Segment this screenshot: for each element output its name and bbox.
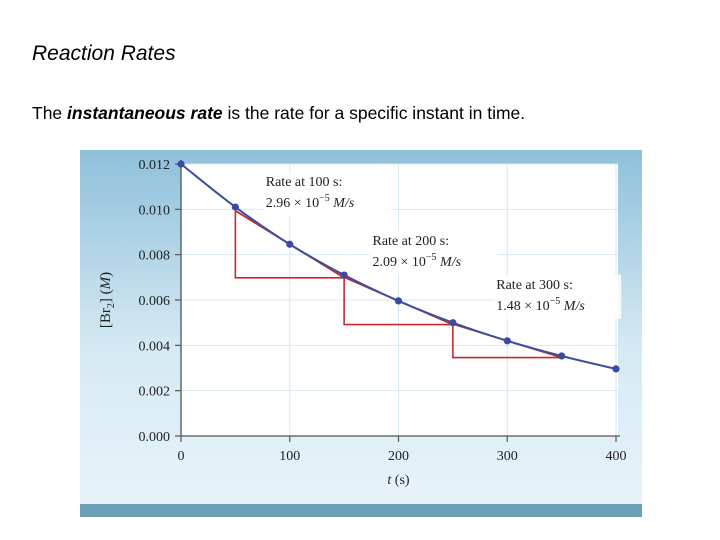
data-point: [231, 203, 239, 211]
data-point: [286, 240, 294, 248]
x-tick-label: 0: [178, 449, 185, 464]
x-axis-label: t (s): [387, 473, 410, 488]
annotation-bg: [262, 172, 391, 217]
figure-bottom-band: [80, 504, 642, 517]
annotation-rate-value: 2.09 × 10−5 M/s: [373, 252, 462, 270]
concentration-chart: 0.000 0.002 0.004 0.006 0.008 0.010 0.012 0 100 2…: [80, 150, 642, 517]
y-tick-label: 0.006: [139, 294, 171, 309]
data-point: [558, 352, 566, 360]
data-point: [503, 337, 511, 345]
y-tick-label: 0.010: [139, 203, 171, 218]
annotation-rate-value: 1.48 × 10−5 M/s: [496, 296, 585, 314]
y-tick-label: 0.008: [139, 249, 171, 264]
slide-subtitle: The instantaneous rate is the rate for a…: [32, 103, 525, 124]
subtitle-suffix: is the rate for a specific instant in ti…: [222, 103, 526, 123]
data-point: [340, 271, 348, 279]
rate-triangle-100: [234, 210, 345, 279]
annotation-bg: [369, 230, 498, 275]
data-point: [612, 365, 620, 373]
annotation-rate-value: 2.96 × 10−5 M/s: [266, 193, 355, 211]
y-tick-label: 0.000: [139, 430, 171, 445]
data-point: [177, 160, 185, 168]
x-tick-label: 100: [279, 449, 300, 464]
rate-triangle-200: [343, 277, 453, 326]
subtitle-prefix: The: [32, 103, 68, 123]
y-tick-label: 0.004: [139, 339, 171, 354]
data-point: [394, 297, 403, 305]
x-tick-label: 300: [497, 449, 518, 464]
data-point: [449, 319, 457, 327]
rate-triangle-300: [452, 324, 562, 359]
annotation-rate-label: Rate at 300 s:: [496, 278, 573, 293]
slide-title: Reaction Rates: [32, 42, 176, 65]
y-axis-label: [Br2] (M): [98, 272, 117, 328]
annotation-bg: [493, 274, 622, 319]
y-tick-label: 0.002: [139, 385, 171, 400]
subtitle-emphasis: instantaneous rate: [67, 103, 223, 123]
x-tick-label: 400: [606, 449, 627, 464]
y-tick-label: 0.012: [139, 158, 171, 173]
annotation-rate-label: Rate at 200 s:: [373, 234, 450, 249]
chart-figure: 0.000 0.002 0.004 0.006 0.008 0.010 0.012 0 100 2…: [80, 150, 642, 517]
x-tick-label: 200: [388, 449, 409, 464]
annotation-rate-label: Rate at 100 s:: [266, 175, 343, 190]
